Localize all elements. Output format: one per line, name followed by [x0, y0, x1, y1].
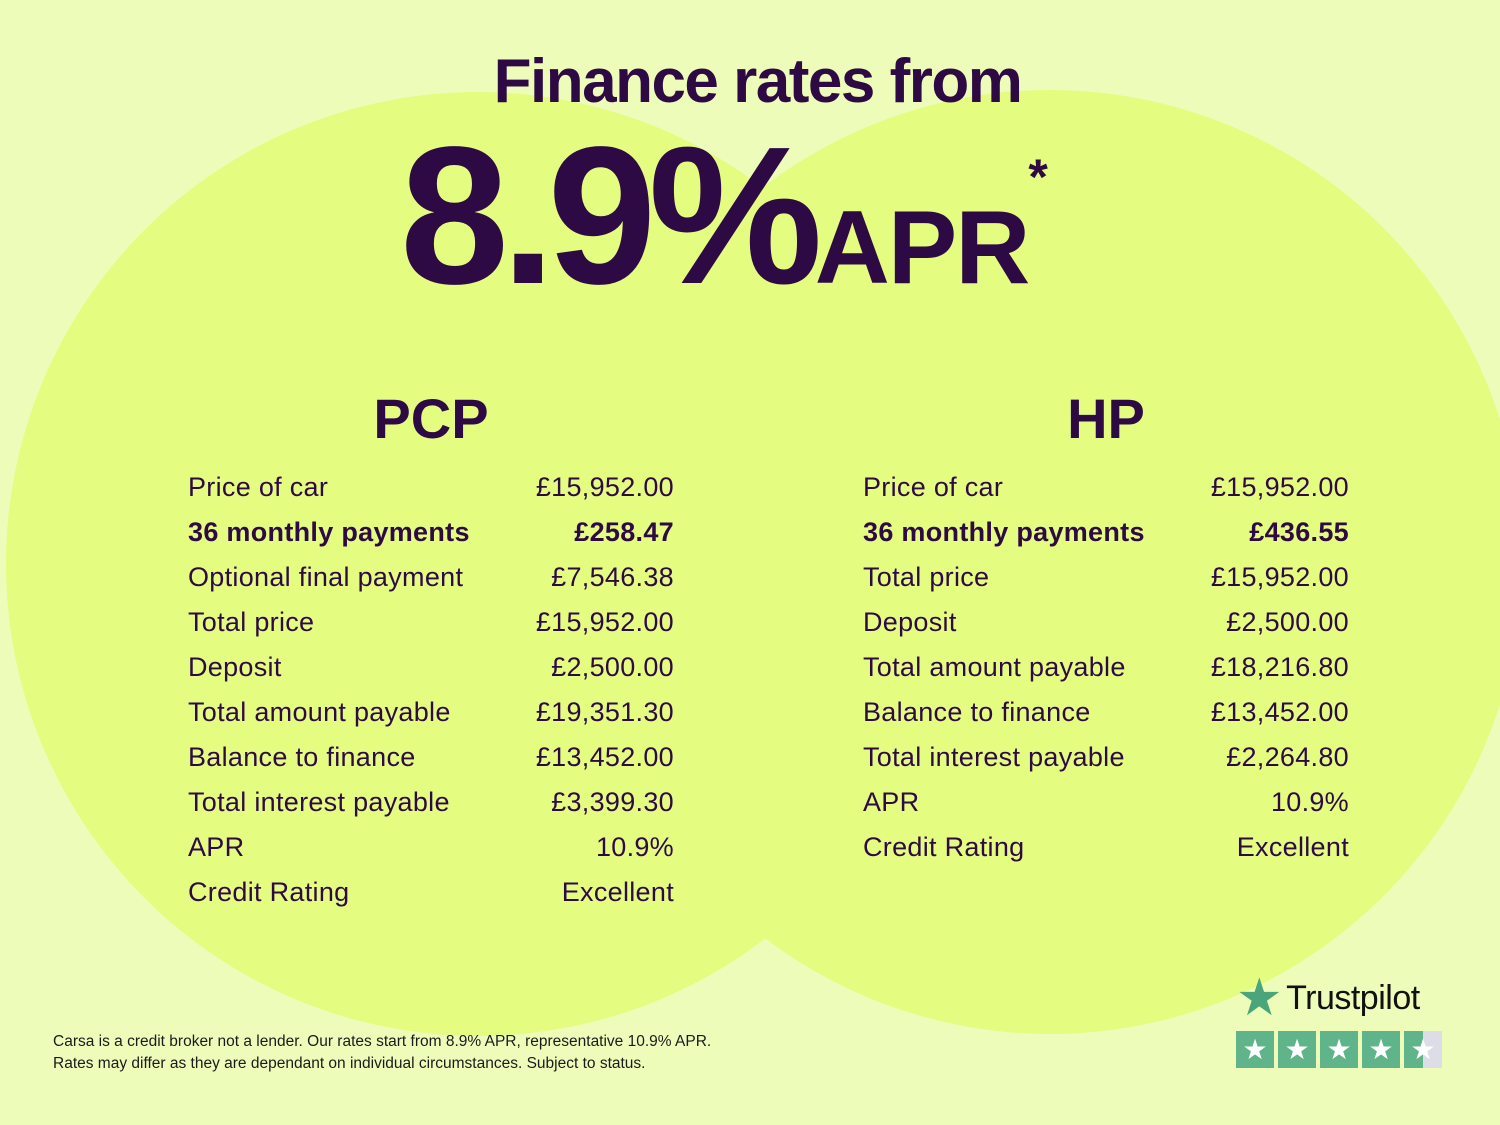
row-value: Excellent [1236, 831, 1349, 862]
row-label: APR [188, 831, 245, 862]
row-value: £15,952.00 [1210, 471, 1349, 502]
headline: Finance rates from [493, 47, 1023, 116]
row-label: Total price [863, 561, 990, 592]
rating-star-icon: ★ [1362, 1031, 1400, 1068]
row-label: Balance to finance [863, 696, 1091, 727]
row-label: APR [863, 786, 920, 817]
disclaimer-line: Rates may differ as they are dependant o… [53, 1055, 646, 1072]
hp-title: HP [1067, 387, 1145, 450]
row-label: Total amount payable [863, 651, 1126, 682]
pcp-table: PCP Price of car £15,952.00 36 monthly pay… [188, 388, 674, 922]
row-label: Optional final payment [188, 561, 464, 592]
row-label: Total interest payable [188, 786, 450, 817]
row-value: 10.9% [595, 831, 674, 862]
row-value: £2,500.00 [551, 651, 674, 682]
row-value: £15,952.00 [1210, 561, 1349, 592]
row-value: £13,452.00 [535, 741, 674, 772]
row-value: £258.47 [574, 516, 674, 547]
table-row: Total price £15,952.00 [188, 607, 674, 652]
row-value: £2,264.80 [1226, 741, 1349, 772]
table-row: 36 monthly payments £258.47 [188, 517, 674, 562]
table-row: Credit Rating Excellent [188, 877, 674, 922]
row-value: £13,452.00 [1210, 696, 1349, 727]
rating-star-icon: ★ [1404, 1031, 1442, 1068]
table-row: Credit Rating Excellent [863, 832, 1349, 877]
row-label: 36 monthly payments [863, 516, 1145, 547]
rating-star-icon: ★ [1320, 1031, 1358, 1068]
row-value: £18,216.80 [1210, 651, 1349, 682]
row-value: £15,952.00 [535, 471, 674, 502]
table-row: Deposit £2,500.00 [863, 607, 1349, 652]
row-label: Credit Rating [863, 831, 1025, 862]
disclaimer-line: Carsa is a credit broker not a lender. O… [53, 1033, 712, 1050]
disclaimer: Carsa is a credit broker not a lender. O… [53, 1031, 711, 1075]
row-label: Deposit [863, 606, 957, 637]
row-value: £19,351.30 [535, 696, 674, 727]
table-row: Balance to finance £13,452.00 [863, 697, 1349, 742]
table-row: Balance to finance £13,452.00 [188, 742, 674, 787]
trustpilot-logo: ★ Trustpilot [1236, 969, 1442, 1027]
row-value: £15,952.00 [535, 606, 674, 637]
rate-value: 8.9% [400, 106, 823, 325]
trustpilot-rating: ★ ★ ★ ★ ★ [1236, 1031, 1442, 1068]
table-row: Price of car £15,952.00 [863, 472, 1349, 517]
row-value: 10.9% [1270, 786, 1349, 817]
row-label: Credit Rating [188, 876, 350, 907]
table-row: Total amount payable £19,351.30 [188, 697, 674, 742]
rating-star-icon: ★ [1236, 1031, 1274, 1068]
table-row: Total price £15,952.00 [863, 562, 1349, 607]
trustpilot-badge[interactable]: ★ Trustpilot ★ ★ ★ ★ ★ [1236, 969, 1442, 1068]
table-row: Deposit £2,500.00 [188, 652, 674, 697]
hp-table: HP Price of car £15,952.00 36 monthly paym… [863, 388, 1349, 877]
table-row: Optional final payment £7,546.38 [188, 562, 674, 607]
asterisk: * [1028, 149, 1048, 205]
trustpilot-name: Trustpilot [1286, 978, 1420, 1017]
row-label: Total amount payable [188, 696, 451, 727]
row-label: Balance to finance [188, 741, 416, 772]
table-row: Total amount payable £18,216.80 [863, 652, 1349, 697]
row-label: Price of car [188, 471, 329, 502]
table-row: Price of car £15,952.00 [188, 472, 674, 517]
rating-star-icon: ★ [1278, 1031, 1316, 1068]
star-icon: ★ [1236, 969, 1283, 1027]
background-circle-right [578, 90, 1500, 1034]
table-row: APR 10.9% [188, 832, 674, 877]
row-value: £436.55 [1249, 516, 1349, 547]
row-label: Price of car [863, 471, 1004, 502]
rate-display: 8.9%APR* [400, 118, 1048, 314]
row-value: Excellent [561, 876, 674, 907]
row-label: 36 monthly payments [188, 516, 470, 547]
table-row: Total interest payable £3,399.30 [188, 787, 674, 832]
row-label: Total price [188, 606, 315, 637]
table-row: 36 monthly payments £436.55 [863, 517, 1349, 562]
pcp-title: PCP [373, 387, 489, 450]
table-row: Total interest payable £2,264.80 [863, 742, 1349, 787]
rate-suffix: APR [814, 190, 1031, 306]
table-row: APR 10.9% [863, 787, 1349, 832]
row-value: £3,399.30 [551, 786, 674, 817]
row-label: Deposit [188, 651, 282, 682]
row-value: £7,546.38 [551, 561, 674, 592]
row-label: Total interest payable [863, 741, 1125, 772]
row-value: £2,500.00 [1226, 606, 1349, 637]
